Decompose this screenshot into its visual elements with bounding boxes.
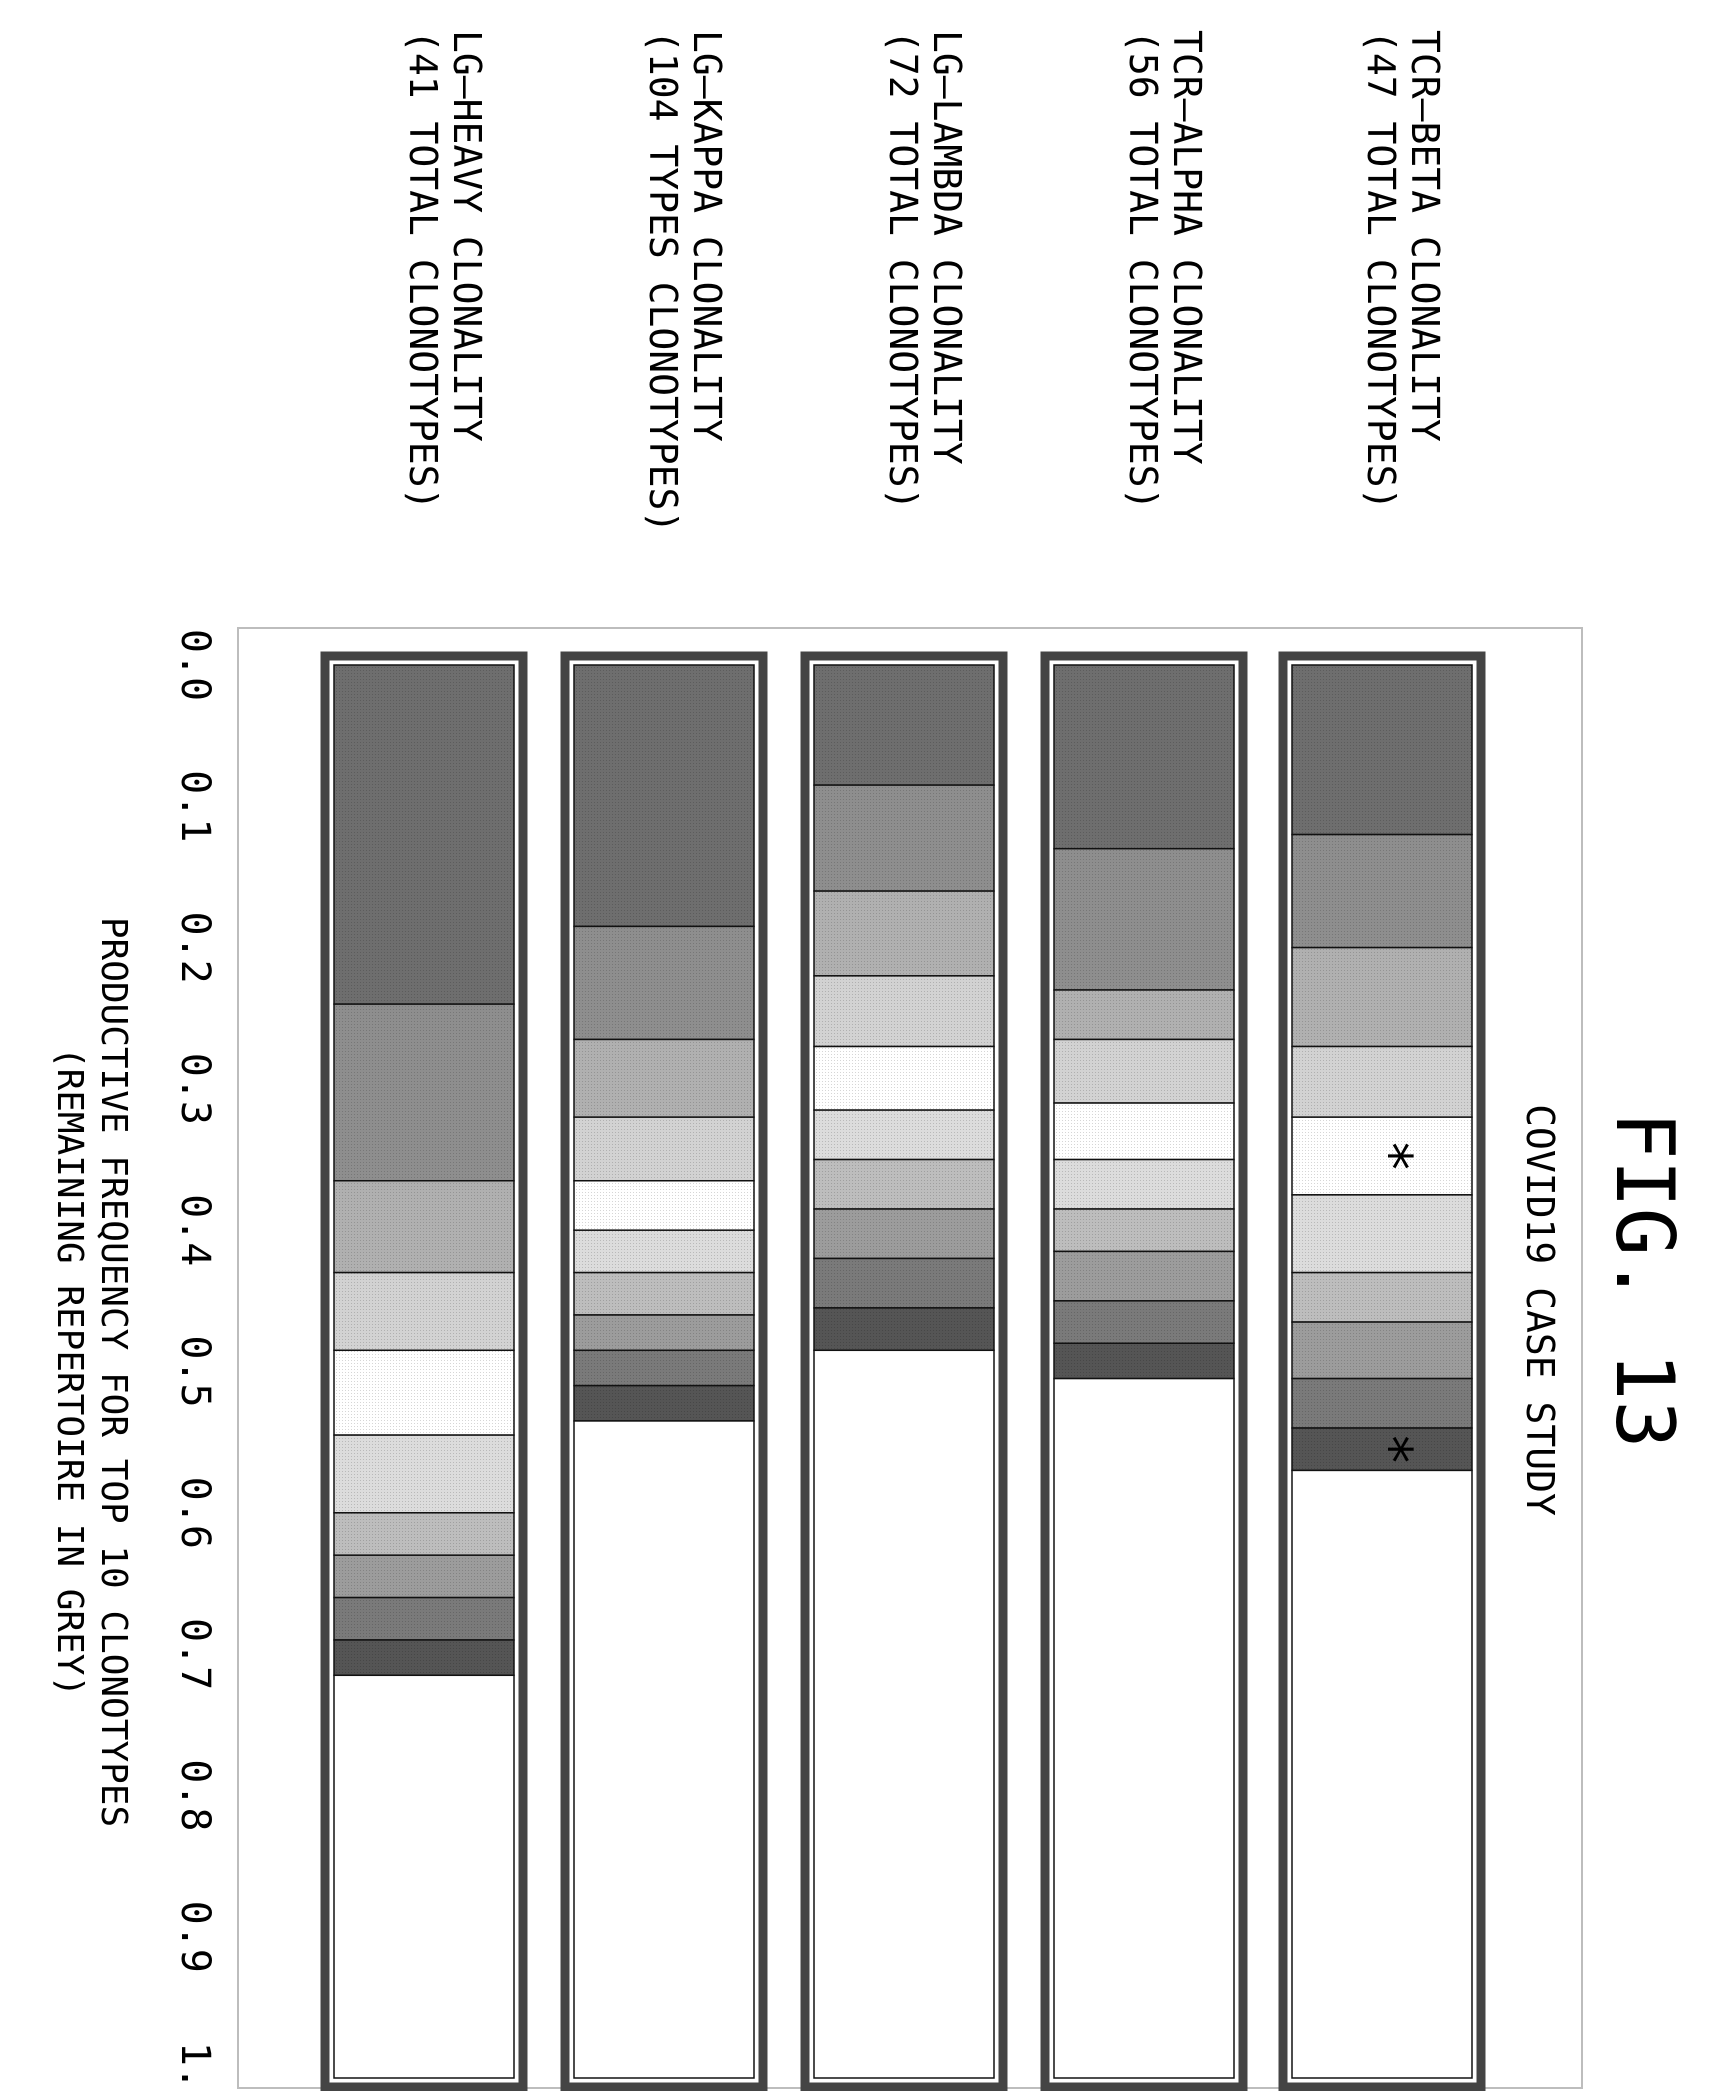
segment-texture — [1292, 1428, 1472, 1471]
row-title: LG–HEAVY CLONALITY — [445, 30, 489, 442]
segment-texture — [574, 1039, 754, 1118]
clonality-row: LG–LAMBDA CLONALITY(72 TOTAL CLONOTYPES) — [800, 30, 1008, 2091]
segment-texture — [1292, 947, 1472, 1047]
row-subtitle: (104 TYPES CLONOTYPES) — [641, 30, 685, 533]
x-tick-label: 0.4 — [172, 1194, 218, 1266]
segment-texture — [814, 1258, 994, 1308]
segment-texture — [1292, 1117, 1472, 1195]
clonality-row: TCR–ALPHA CLONALITY(56 TOTAL CLONOTYPES) — [1040, 30, 1248, 2091]
segment-texture — [334, 1435, 514, 1513]
x-tick-label: 1.0 — [172, 2042, 218, 2091]
segment-texture — [814, 1307, 994, 1351]
row-subtitle: (72 TOTAL CLONOTYPES) — [881, 30, 925, 510]
remaining-repertoire — [1053, 1377, 1235, 2079]
segment-texture — [574, 1117, 754, 1181]
segment-texture — [574, 1230, 754, 1273]
remaining-repertoire — [333, 1674, 515, 2079]
segment-texture — [1054, 1209, 1234, 1252]
segment-texture — [1054, 848, 1234, 990]
x-tick-label: 0.9 — [172, 1901, 218, 1973]
clonality-row: LG–HEAVY CLONALITY(41 TOTAL CLONOTYPES) — [320, 30, 528, 2091]
segment-texture — [1054, 665, 1234, 849]
segment-texture — [574, 665, 754, 927]
segment-texture — [574, 926, 754, 1040]
row-title: LG–KAPPA CLONALITY — [685, 30, 729, 442]
segment-texture — [1054, 989, 1234, 1040]
row-subtitle: (41 TOTAL CLONOTYPES) — [401, 30, 445, 510]
remaining-repertoire — [813, 1349, 995, 2079]
x-axis-sublabel: (REMAINING REPERTOIRE IN GREY) — [49, 1047, 90, 1697]
x-tick-label: 0.2 — [172, 911, 218, 983]
x-tick-label: 0.6 — [172, 1477, 218, 1549]
segment-texture — [574, 1180, 754, 1231]
clonality-row: TCR–BETA CLONALITY(47 TOTAL CLONOTYPES) *… — [1278, 30, 1486, 2091]
remaining-repertoire — [1291, 1469, 1473, 2079]
bar-frame — [560, 651, 768, 2091]
segment-texture — [1292, 665, 1472, 835]
x-tick-label: 0.7 — [172, 1618, 218, 1690]
chart-title: COVID19 CASE STUDY — [1518, 1104, 1562, 1516]
segment-texture — [1292, 1272, 1472, 1323]
segment-texture — [334, 1180, 514, 1273]
x-tick-label: 0.0 — [172, 629, 218, 701]
segment-texture — [574, 1350, 754, 1386]
segment-texture — [1054, 1103, 1234, 1160]
bar-frame — [1040, 651, 1248, 2091]
segment-texture — [334, 1004, 514, 1181]
segment-texture — [1054, 1300, 1234, 1344]
bar-frame — [1278, 651, 1486, 2091]
rows-layer: TCR–BETA CLONALITY(47 TOTAL CLONOTYPES) *… — [320, 30, 1486, 2091]
segment-texture — [1292, 834, 1472, 948]
segment-texture — [1054, 1039, 1234, 1104]
segment-texture — [814, 1046, 994, 1111]
segment-texture — [334, 1597, 514, 1640]
segment-texture — [334, 1350, 514, 1436]
segment-texture — [334, 1555, 514, 1598]
row-title: TCR–ALPHA CLONALITY — [1165, 30, 1209, 465]
remaining-repertoire — [573, 1420, 755, 2079]
segment-texture — [1292, 1194, 1472, 1273]
x-axis-label: PRODUCTIVE FREQUENCY FOR TOP 10 CLONOTYP… — [93, 917, 134, 1827]
segment-texture — [574, 1272, 754, 1315]
segment-texture — [814, 785, 994, 892]
x-axis-ticks: 0.0 0.1 0.2 0.3 0.4 0.5 0.6 0.7 0.8 0.9 1.0 — [172, 629, 218, 2091]
x-tick-label: 0.5 — [172, 1335, 218, 1407]
bar-frame — [800, 651, 1008, 2091]
row-subtitle: (47 TOTAL CLONOTYPES) — [1359, 30, 1403, 510]
figure-label: FIG. 13 — [1598, 1111, 1691, 1448]
row-subtitle: (56 TOTAL CLONOTYPES) — [1121, 30, 1165, 510]
row-title: LG–LAMBDA CLONALITY — [925, 30, 969, 465]
segment-texture — [814, 665, 994, 786]
segment-texture — [814, 975, 994, 1047]
segment-texture — [1292, 1046, 1472, 1118]
segment-texture — [1292, 1378, 1472, 1429]
segment-texture — [334, 665, 514, 1005]
x-tick-label: 0.8 — [172, 1759, 218, 1831]
significance-marker: * — [1358, 1139, 1423, 1173]
segment-texture — [1054, 1251, 1234, 1301]
segment-texture — [1292, 1322, 1472, 1379]
segment-texture — [1054, 1159, 1234, 1210]
segment-texture — [334, 1512, 514, 1556]
segment-texture — [814, 1159, 994, 1210]
segment-texture — [574, 1385, 754, 1421]
segment-texture — [814, 1209, 994, 1259]
significance-marker: * — [1358, 1432, 1423, 1466]
segment-texture — [334, 1272, 514, 1351]
clonality-row: LG–KAPPA CLONALITY(104 TYPES CLONOTYPES) — [560, 30, 768, 2091]
segment-texture — [814, 891, 994, 976]
bar-frame — [320, 651, 528, 2091]
segment-texture — [814, 1110, 994, 1160]
row-title: TCR–BETA CLONALITY — [1403, 30, 1447, 442]
segment-texture — [574, 1314, 754, 1351]
x-tick-label: 0.1 — [172, 770, 218, 842]
segment-texture — [1054, 1343, 1234, 1379]
segment-texture — [334, 1639, 514, 1676]
x-tick-label: 0.3 — [172, 1053, 218, 1125]
